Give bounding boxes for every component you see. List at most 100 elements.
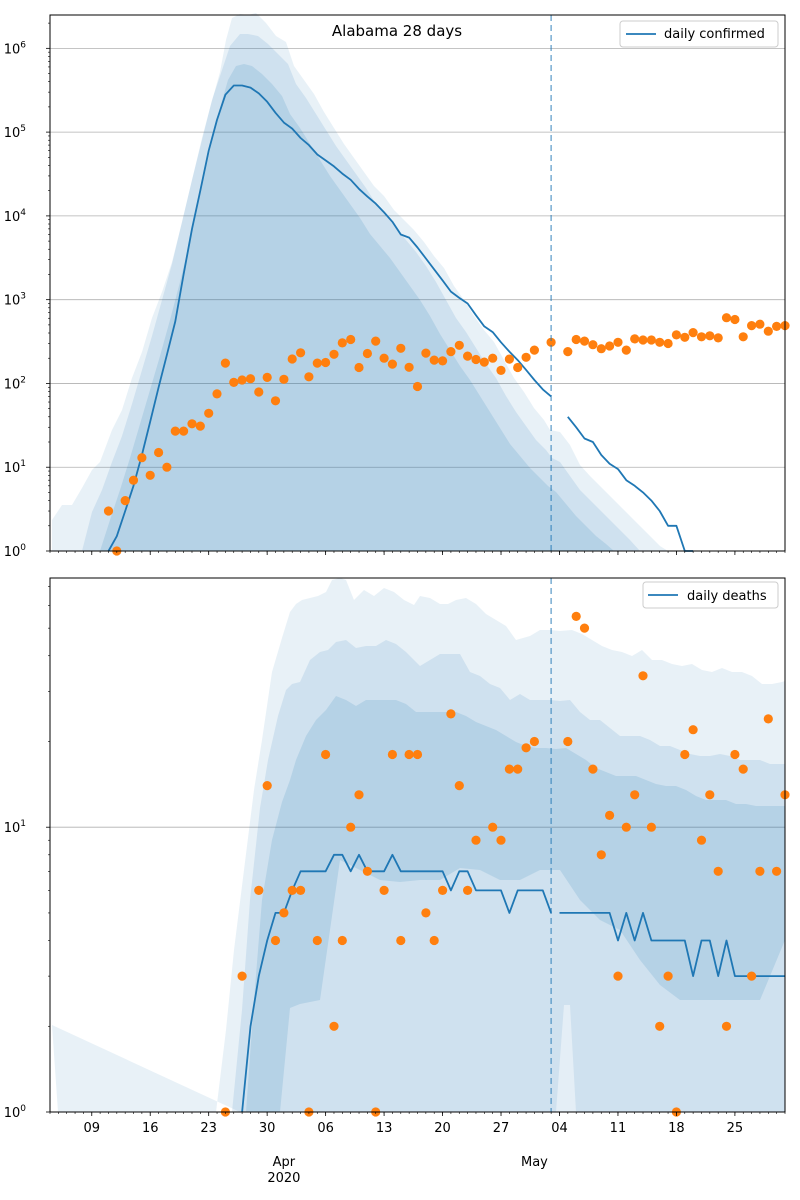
data-point <box>329 349 339 359</box>
data-point <box>103 506 114 516</box>
data-point <box>663 338 673 349</box>
data-point <box>521 743 531 753</box>
data-point <box>630 790 640 800</box>
data-point <box>730 749 740 760</box>
data-point <box>379 353 389 363</box>
data-point <box>488 822 498 832</box>
x-month-label: Apr <box>273 1155 296 1170</box>
x-tick-label: 23 <box>200 1121 217 1136</box>
data-point <box>270 396 281 406</box>
data-point <box>621 822 631 832</box>
data-point <box>262 781 272 791</box>
data-point <box>655 337 665 347</box>
data-point <box>429 355 439 365</box>
data-point <box>504 354 514 364</box>
data-point <box>513 764 523 774</box>
data-point <box>312 935 322 946</box>
data-point <box>346 822 356 832</box>
data-point <box>630 334 640 344</box>
chart-title: Alabama 28 days <box>332 22 462 40</box>
data-point <box>371 336 381 346</box>
data-point <box>496 835 506 845</box>
confidence-band-middle <box>82 34 640 551</box>
data-point <box>296 348 306 358</box>
data-point <box>396 343 406 353</box>
data-point <box>204 408 214 418</box>
data-point <box>128 475 139 485</box>
y-tick-exponent: 2 <box>20 375 26 385</box>
data-point <box>279 908 289 918</box>
data-point <box>296 885 306 896</box>
data-point <box>346 334 356 345</box>
data-point <box>145 470 155 480</box>
confidence-band-outer <box>52 578 785 1112</box>
data-point <box>596 850 606 860</box>
data-point <box>270 935 281 946</box>
data-point <box>588 340 598 350</box>
data-point <box>705 790 715 800</box>
data-point <box>747 971 757 981</box>
data-point <box>738 764 748 774</box>
data-point <box>154 447 164 458</box>
data-point <box>354 790 364 800</box>
confirmed-uncertainty-bands <box>52 13 668 551</box>
data-point <box>287 885 297 896</box>
data-point <box>471 835 481 845</box>
data-point <box>529 345 540 355</box>
data-point <box>655 1021 665 1031</box>
data-point <box>688 725 698 735</box>
data-point <box>387 359 397 369</box>
data-point <box>229 377 239 387</box>
deaths-uncertainty-bands <box>52 578 785 1112</box>
x-tick-label: 27 <box>493 1121 510 1136</box>
data-point <box>321 357 331 368</box>
legend-box <box>642 581 779 609</box>
data-point <box>362 348 372 359</box>
y-tick-exponent: 4 <box>20 208 26 218</box>
data-point <box>663 971 673 981</box>
data-point <box>772 866 782 876</box>
legend: daily deaths <box>642 581 779 609</box>
data-point <box>713 866 723 876</box>
data-point <box>755 319 765 329</box>
data-point <box>646 822 657 832</box>
data-point <box>237 971 247 981</box>
data-point <box>747 321 757 331</box>
data-point <box>596 344 606 354</box>
data-point <box>404 362 414 372</box>
data-point <box>621 345 631 355</box>
data-point <box>646 335 657 345</box>
x-month-label: May <box>521 1155 548 1170</box>
data-point <box>245 374 256 384</box>
data-point <box>120 496 130 506</box>
data-point <box>220 358 230 368</box>
data-point <box>688 328 698 338</box>
data-point <box>254 885 264 896</box>
data-point <box>396 935 406 946</box>
data-point <box>705 331 715 341</box>
data-point <box>421 908 431 918</box>
data-point <box>613 337 623 347</box>
data-point <box>312 358 322 368</box>
data-point <box>137 453 147 463</box>
data-point <box>446 709 456 719</box>
data-point <box>579 623 590 633</box>
data-point <box>763 326 773 336</box>
data-point <box>763 714 773 724</box>
data-point <box>696 835 707 845</box>
y-tick-exponent: 0 <box>20 543 26 553</box>
data-point <box>262 372 272 382</box>
data-point <box>179 426 189 436</box>
data-point <box>162 462 172 472</box>
data-point <box>279 374 289 384</box>
y-tick-exponent: 1 <box>20 459 26 469</box>
confidence-band-inner <box>246 696 785 1112</box>
data-point <box>387 749 397 760</box>
data-point <box>304 372 314 382</box>
data-point <box>412 381 423 392</box>
data-point <box>671 330 682 340</box>
data-point <box>571 611 581 622</box>
